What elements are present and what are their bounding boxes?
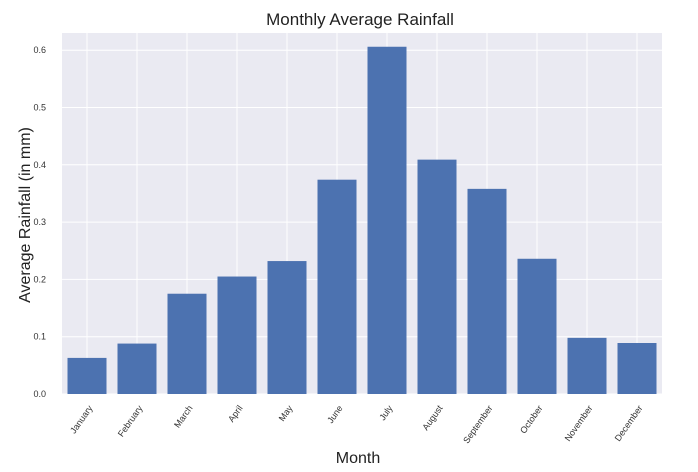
x-tick-label: December — [613, 403, 645, 443]
bar-march — [167, 293, 207, 394]
y-tick-label: 0.1 — [33, 332, 46, 342]
x-tick-label: October — [518, 403, 545, 435]
x-axis-ticks: January February March April May June July Augu… — [68, 403, 645, 445]
x-tick-label: September — [461, 403, 494, 445]
bar-august — [417, 159, 457, 394]
x-tick-label: July — [377, 403, 395, 422]
bar-january — [67, 357, 107, 394]
y-tick-label: 0.6 — [33, 45, 46, 55]
bar-series — [67, 46, 657, 394]
y-axis-label: Average Rainfall (in mm) — [17, 127, 34, 303]
chart-title: Monthly Average Rainfall — [266, 10, 454, 29]
x-tick-label: April — [226, 403, 245, 423]
x-tick-label: March — [172, 403, 195, 429]
x-tick-label: January — [68, 403, 95, 435]
bar-november — [567, 337, 607, 394]
plot-area — [62, 33, 662, 394]
y-axis-ticks: 0.0 0.1 0.2 0.3 0.4 0.5 0.6 — [33, 45, 46, 399]
bar-april — [217, 276, 257, 394]
bar-december — [617, 343, 657, 394]
y-tick-label: 0.0 — [33, 389, 46, 399]
x-tick-label: August — [420, 403, 445, 432]
bar-june — [317, 179, 357, 394]
x-tick-label: November — [563, 403, 595, 443]
x-axis-label: Month — [336, 450, 380, 467]
bar-july — [367, 46, 407, 394]
bar-may — [267, 261, 307, 394]
bar-february — [117, 343, 157, 394]
y-tick-label: 0.4 — [33, 160, 46, 170]
bar-october — [517, 258, 557, 394]
y-tick-label: 0.5 — [33, 102, 46, 112]
y-tick-label: 0.3 — [33, 217, 46, 227]
bar-september — [467, 188, 507, 394]
x-tick-label: June — [325, 403, 344, 425]
x-tick-label: May — [277, 403, 295, 423]
x-tick-label: February — [116, 403, 145, 439]
y-tick-label: 0.2 — [33, 274, 46, 284]
